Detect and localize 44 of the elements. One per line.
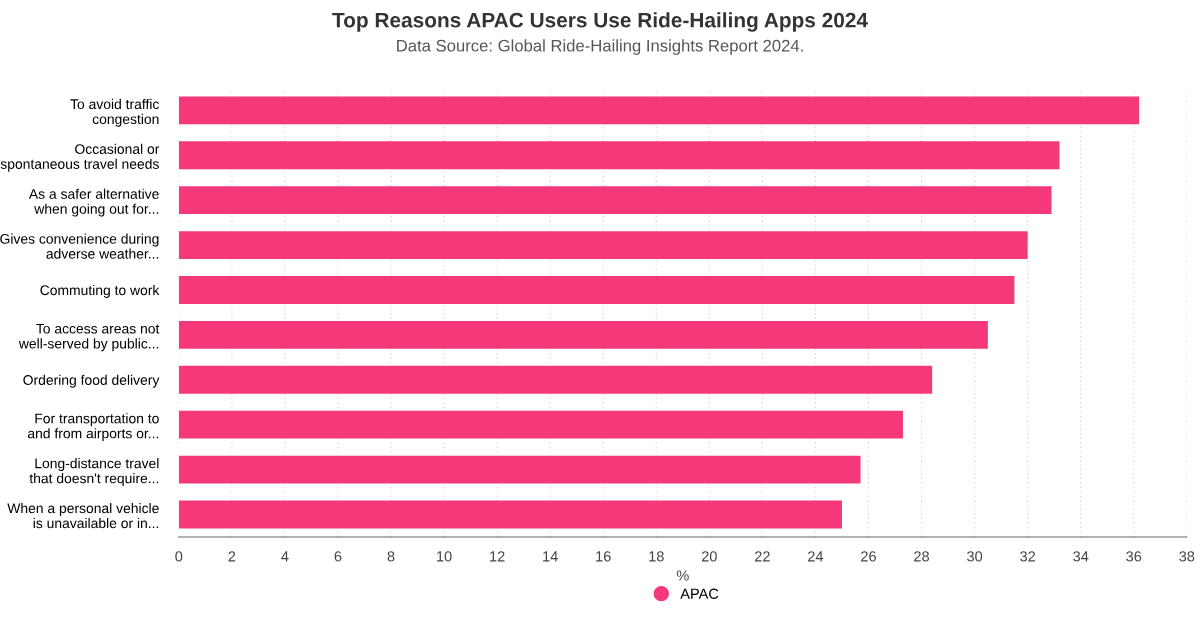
y-tick-label: Occasional or spontaneous travel needs	[0, 143, 160, 172]
x-tick-label: 8	[387, 551, 395, 562]
x-tick-label: 0	[175, 551, 183, 562]
bar	[178, 365, 933, 394]
chart-subtitle: Data Source: Global Ride-Hailing Insights Report 2024.	[397, 39, 803, 55]
y-tick-label: Gives convenience during adverse weather...	[0, 233, 159, 259]
bar	[178, 500, 842, 529]
x-tick-label: 10	[437, 551, 452, 562]
chart-title: Top Reasons APAC Users Use Ride-Hailing Apps 2024	[332, 12, 868, 32]
bar	[178, 320, 988, 349]
bar	[178, 276, 1015, 304]
bar	[178, 96, 1140, 125]
x-tick-label: 34	[1073, 551, 1089, 562]
x-tick-label: 18	[649, 551, 664, 562]
bar	[178, 141, 1060, 170]
y-tick-label: Ordering food delivery	[23, 374, 160, 388]
x-tick-label: 26	[861, 551, 876, 562]
x-tick-label: 38	[1179, 551, 1195, 562]
x-tick-label: 36	[1126, 551, 1142, 562]
x-axis-title: %	[676, 570, 689, 581]
y-tick-label: Commuting to work	[40, 284, 160, 298]
x-tick-label: 20	[701, 551, 717, 562]
x-tick-label: 24	[808, 551, 824, 562]
y-tick-label: Long-distance travel that doesn't require...	[29, 458, 159, 486]
x-tick-label: 6	[334, 551, 342, 562]
x-tick-label: 12	[490, 551, 505, 562]
legend-label: APAC	[680, 588, 719, 599]
y-tick-label: When a personal vehicle is unavailable or in...	[7, 502, 159, 529]
x-tick-label: 32	[1020, 551, 1036, 562]
y-tick-label: To avoid traffic congestion	[70, 98, 159, 127]
bar	[178, 455, 861, 484]
bar	[178, 186, 1052, 215]
y-tick-label: To access areas not well-served by public...	[18, 323, 160, 352]
x-tick-label: 22	[755, 551, 770, 562]
bar	[178, 410, 903, 439]
y-tick-label: For transportation to and from airports or...	[27, 413, 159, 442]
x-tick-label: 16	[596, 551, 611, 562]
y-tick-label: As a safer alternative when going out for...	[28, 188, 159, 217]
x-tick-label: 2	[228, 551, 236, 562]
x-tick-label: 4	[281, 551, 289, 562]
x-tick-label: 30	[967, 551, 983, 562]
bar	[178, 231, 1028, 259]
x-tick-label: 28	[914, 551, 930, 562]
x-tick-label: 14	[543, 551, 558, 562]
